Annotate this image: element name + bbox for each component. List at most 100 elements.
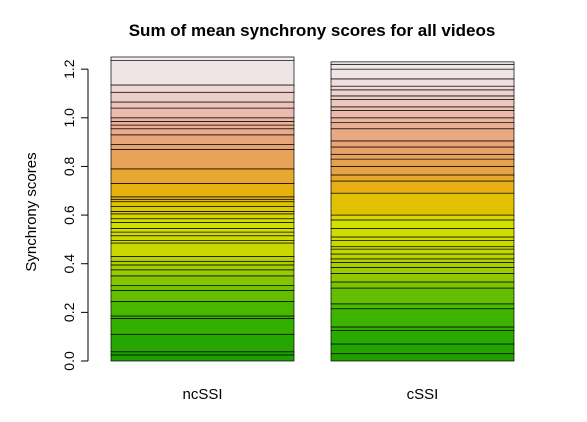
bar-segment	[330, 262, 515, 268]
bar-segment	[330, 174, 515, 182]
bar-segment	[110, 91, 295, 103]
bar-segment	[330, 308, 515, 328]
bar-segment	[110, 213, 295, 220]
bar-segment	[330, 89, 515, 97]
bar-segment	[330, 68, 515, 80]
y-tick-label: 1.2	[61, 59, 77, 79]
bar-cSSI	[330, 61, 515, 362]
bar-segment	[110, 56, 295, 61]
bar-ncSSI	[110, 56, 295, 362]
y-tick-label: 1.0	[61, 108, 77, 128]
bar-segment	[110, 228, 295, 233]
bar-segment	[110, 101, 295, 109]
bar-segment	[110, 290, 295, 302]
bar-segment	[110, 242, 295, 257]
bar-segment	[110, 315, 295, 319]
y-tick-label: 0.4	[61, 254, 77, 274]
bar-segment	[330, 353, 515, 362]
bar-segment	[110, 206, 295, 212]
bar-segment	[330, 85, 515, 91]
bar-segment	[330, 214, 515, 221]
y-tick-label: 0.0	[61, 351, 77, 371]
bar-segment	[110, 84, 295, 93]
bar-segment	[110, 198, 295, 203]
bar-segment	[330, 258, 515, 263]
bar-segment	[330, 303, 515, 310]
bar-segment	[330, 287, 515, 305]
bar-segment	[330, 219, 515, 229]
bar-segment	[110, 149, 295, 170]
x-axis-labels: ncSSI cSSI	[182, 386, 438, 403]
bar-segment	[110, 269, 295, 277]
y-tick-label: 0.8	[61, 156, 77, 176]
bar-segment	[110, 218, 295, 223]
bar-segment	[110, 168, 295, 184]
bar-segment	[330, 122, 515, 130]
x-category-label: ncSSI	[182, 386, 222, 403]
bar-segment	[110, 240, 295, 244]
bar-segment	[110, 301, 295, 317]
bar-segment	[330, 330, 515, 345]
bar-segment	[110, 121, 295, 126]
bar-segment	[110, 260, 295, 266]
bar-segment	[330, 326, 515, 331]
bar-segment	[110, 124, 295, 130]
bar-segment	[110, 222, 295, 229]
bar-segment	[110, 134, 295, 145]
bar-segment	[110, 235, 295, 241]
x-category-label: cSSI	[407, 386, 439, 403]
bar-segment	[330, 228, 515, 238]
bar-segment	[330, 117, 515, 124]
y-axis-label: Synchrony scores	[23, 152, 40, 271]
bar-segment	[110, 256, 295, 262]
bar-segment	[110, 231, 295, 237]
bar-segment	[110, 201, 295, 207]
bar-segment	[110, 196, 295, 200]
bar-segment	[330, 253, 515, 260]
bar-segment	[110, 128, 295, 136]
bar-segment	[330, 192, 515, 216]
bar-segment	[110, 275, 295, 286]
bar-segment	[330, 273, 515, 283]
bar-segment	[330, 99, 515, 108]
bar-segment	[330, 343, 515, 355]
bar-segment	[330, 180, 515, 194]
bar-segment	[330, 128, 515, 142]
chart-title: Sum of mean synchrony scores for all vid…	[129, 21, 496, 40]
bar-segment	[330, 106, 515, 111]
bar-segment	[110, 107, 295, 119]
bar-segment	[110, 211, 295, 215]
bar-segment	[330, 267, 515, 274]
bar-segment	[330, 166, 515, 176]
bar-segment	[330, 236, 515, 241]
bar-segment	[110, 264, 295, 271]
bar-segment	[330, 78, 515, 87]
y-axis: 0.0 0.2 0.4 0.6 0.8 1.0 1.2	[61, 59, 89, 371]
bar-segment	[330, 240, 515, 248]
bar-segment	[330, 146, 515, 155]
bar-segment	[330, 248, 515, 255]
y-tick-label: 0.2	[61, 302, 77, 322]
bar-segment	[330, 61, 515, 65]
bar-segment	[330, 281, 515, 289]
bar-segment	[110, 144, 295, 150]
y-tick-label: 0.6	[61, 205, 77, 225]
bar-segment	[330, 153, 515, 160]
bar-segment	[110, 117, 295, 122]
bar-segment	[110, 354, 295, 362]
bars	[110, 56, 515, 362]
bar-segment	[110, 333, 295, 353]
bar-segment	[110, 351, 295, 356]
bar-segment	[110, 285, 295, 291]
bar-segment	[110, 60, 295, 86]
bar-segment	[330, 63, 515, 70]
bar-segment	[330, 110, 515, 119]
bar-segment	[330, 246, 515, 250]
bar-segment	[330, 140, 515, 148]
bar-segment	[330, 158, 515, 167]
bar-segment	[110, 183, 295, 198]
bar-segment	[110, 318, 295, 335]
bar-segment	[330, 95, 515, 100]
